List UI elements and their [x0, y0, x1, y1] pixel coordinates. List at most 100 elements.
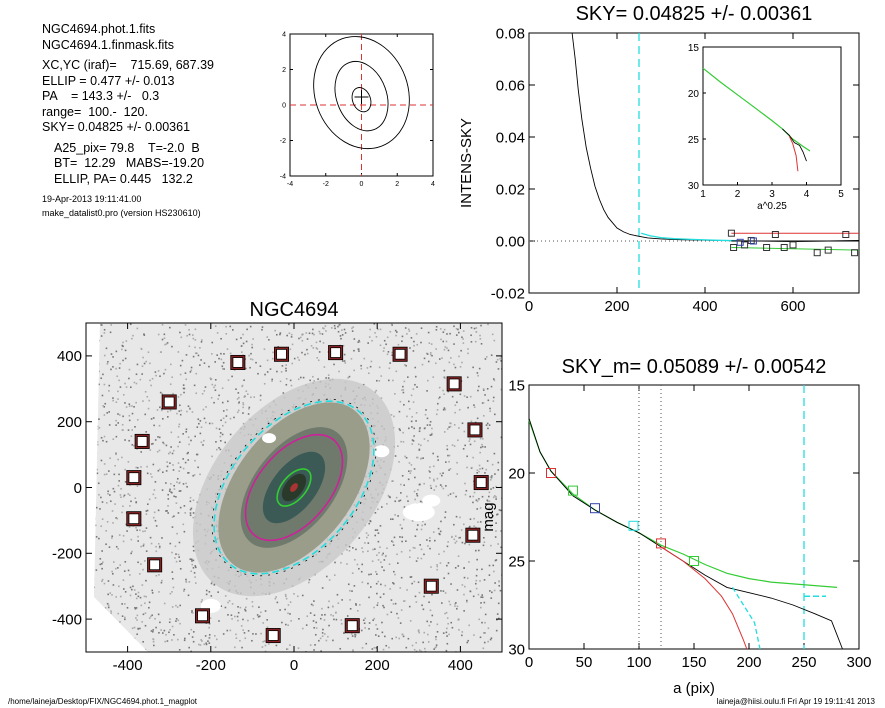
mag-ytick-label: 20 — [508, 465, 525, 482]
noise-pixel — [374, 391, 377, 393]
noise-pixel — [123, 494, 126, 497]
noise-pixel — [406, 589, 408, 591]
noise-pixel — [430, 487, 433, 489]
inset-xtick-label: 3 — [769, 189, 775, 200]
noise-pixel — [313, 626, 315, 629]
noise-pixel — [361, 581, 364, 584]
noise-pixel — [479, 507, 482, 509]
noise-pixel — [285, 378, 288, 380]
noise-pixel — [308, 581, 310, 584]
noise-pixel — [136, 327, 139, 330]
noise-pixel — [89, 564, 91, 566]
noise-pixel — [103, 383, 106, 386]
noise-pixel — [296, 595, 299, 598]
noise-pixel — [221, 387, 224, 390]
noise-pixel — [395, 334, 397, 337]
noise-pixel — [112, 584, 115, 586]
noise-pixel — [187, 451, 190, 454]
noise-pixel — [202, 444, 204, 446]
noise-pixel — [137, 628, 140, 630]
noise-pixel — [491, 591, 493, 594]
sky-box-outer — [161, 394, 177, 410]
noise-pixel — [124, 481, 127, 483]
noise-pixel — [369, 520, 372, 523]
noise-pixel — [401, 536, 404, 539]
noise-pixel — [322, 342, 325, 344]
noise-pixel — [96, 425, 99, 428]
noise-pixel — [499, 589, 502, 592]
noise-pixel — [247, 619, 249, 622]
noise-pixel — [418, 430, 421, 433]
noise-pixel — [385, 554, 387, 557]
noise-pixel — [178, 541, 181, 544]
noise-pixel — [478, 464, 481, 467]
noise-pixel — [442, 340, 445, 343]
noise-pixel — [211, 353, 213, 355]
noise-pixel — [379, 546, 381, 549]
noise-pixel — [185, 354, 188, 356]
noise-pixel — [167, 416, 169, 418]
noise-pixel — [431, 354, 433, 357]
noise-pixel — [160, 629, 162, 631]
noise-pixel — [140, 524, 143, 526]
noise-pixel — [367, 534, 370, 537]
noise-pixel — [125, 386, 128, 388]
noise-pixel — [242, 618, 244, 621]
noise-pixel — [138, 573, 141, 575]
noise-pixel — [246, 328, 248, 331]
noise-pixel — [96, 441, 99, 443]
noise-pixel — [389, 496, 391, 499]
noise-pixel — [213, 386, 215, 389]
noise-pixel — [188, 345, 191, 348]
mag-point — [546, 468, 556, 478]
noise-pixel — [144, 560, 146, 562]
noise-pixel — [293, 593, 295, 595]
noise-pixel — [401, 340, 403, 343]
noise-pixel — [152, 638, 155, 641]
noise-pixel — [142, 400, 144, 402]
noise-pixel — [94, 578, 95, 580]
noise-pixel — [282, 392, 285, 394]
noise-pixel — [374, 529, 377, 532]
noise-pixel — [112, 487, 115, 490]
noise-pixel — [103, 332, 106, 334]
noise-pixel — [482, 544, 485, 547]
noise-pixel — [469, 443, 472, 446]
noise-pixel — [189, 408, 191, 410]
noise-pixel — [494, 495, 496, 497]
noise-pixel — [94, 385, 97, 388]
noise-pixel — [205, 589, 208, 592]
noise-pixel — [478, 385, 480, 388]
noise-pixel — [131, 337, 133, 340]
sky-box — [393, 347, 407, 361]
noise-pixel — [192, 499, 195, 502]
sky-box — [266, 628, 280, 643]
noise-pixel — [100, 525, 103, 527]
noise-pixel — [200, 359, 202, 361]
image-ytick-label: -200 — [52, 546, 82, 563]
noise-pixel — [192, 545, 195, 548]
noise-pixel — [463, 593, 465, 596]
noise-pixel — [224, 595, 227, 597]
mask-blob — [422, 494, 441, 507]
mask-blob — [373, 445, 390, 458]
noise-pixel — [130, 588, 133, 591]
noise-pixel — [439, 484, 442, 486]
noise-pixel — [402, 518, 405, 521]
noise-pixel — [310, 603, 313, 606]
noise-pixel — [271, 378, 274, 381]
noise-pixel — [262, 640, 264, 643]
noise-pixel — [95, 536, 98, 538]
noise-pixel — [466, 396, 468, 399]
noise-pixel — [158, 591, 160, 593]
noise-pixel — [222, 417, 225, 420]
noise-pixel — [400, 576, 403, 579]
noise-pixel — [171, 625, 174, 628]
noise-pixel — [468, 543, 471, 546]
noise-pixel — [454, 542, 457, 544]
noise-pixel — [179, 604, 181, 607]
noise-pixel — [86, 629, 88, 631]
noise-pixel — [150, 443, 153, 445]
noise-pixel — [321, 333, 324, 335]
noise-pixel — [349, 599, 351, 601]
